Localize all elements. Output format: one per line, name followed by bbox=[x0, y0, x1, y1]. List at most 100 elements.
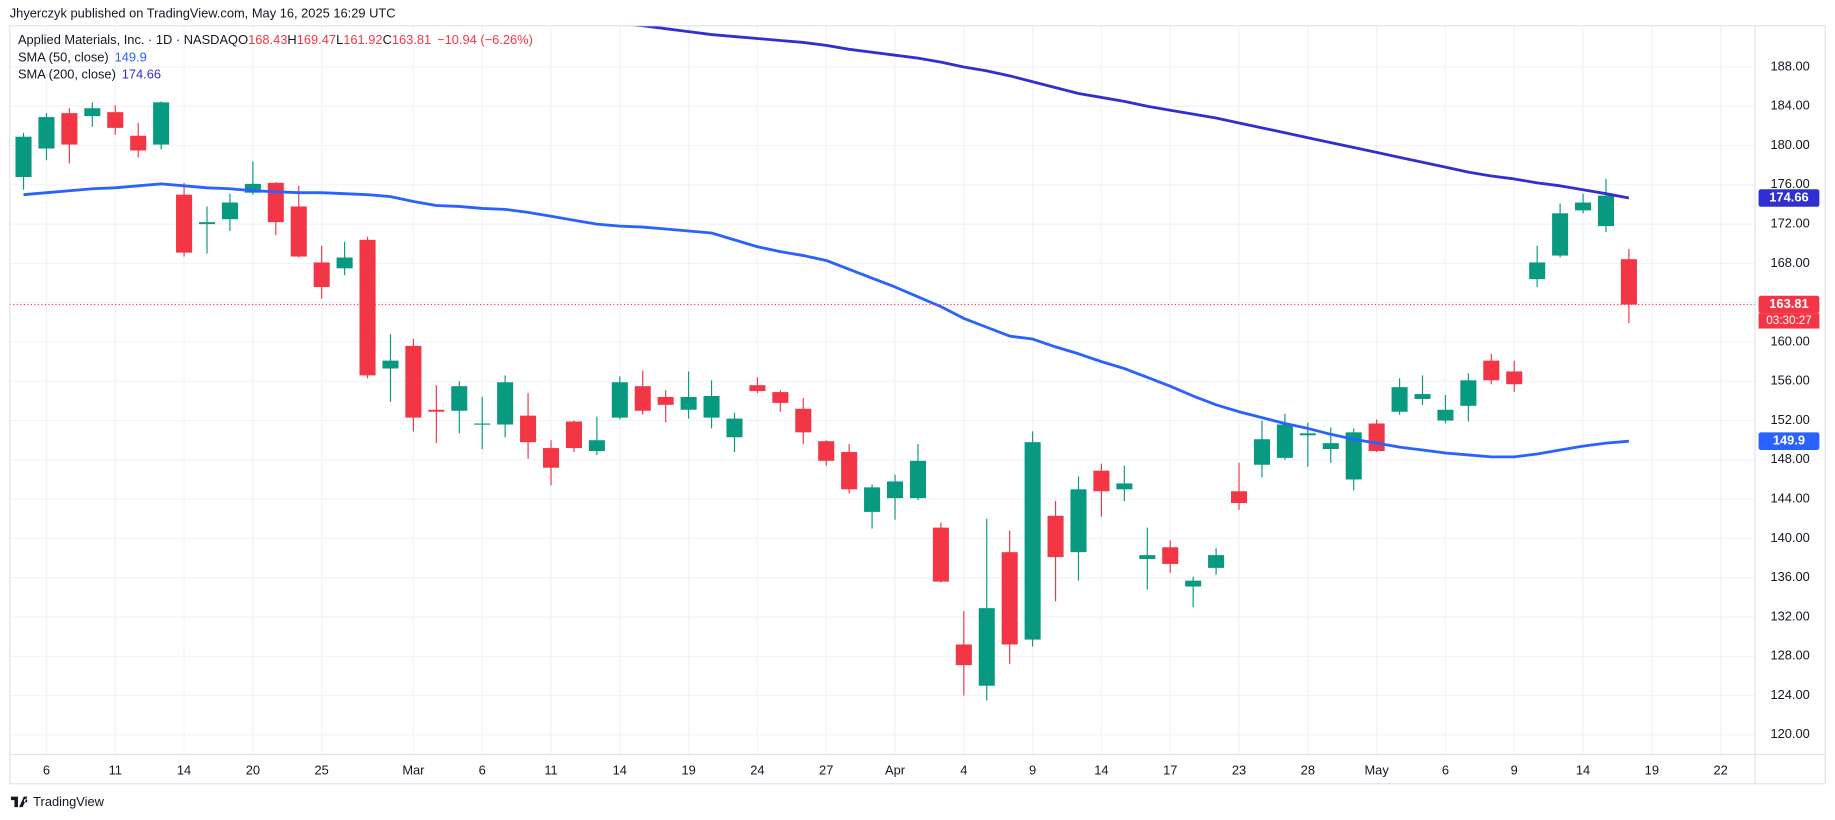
candle-body bbox=[1276, 424, 1293, 458]
y-tick-label: 128.00 bbox=[1770, 648, 1809, 663]
legend-name: SMA (50, close) bbox=[18, 50, 109, 65]
candle-body bbox=[38, 117, 55, 149]
candle-body bbox=[1483, 360, 1500, 381]
candle-body bbox=[176, 194, 193, 253]
x-tick-label: 9 bbox=[1511, 762, 1518, 777]
candle-body bbox=[1047, 515, 1064, 558]
candle-body bbox=[680, 396, 697, 410]
y-tick-label: 148.00 bbox=[1770, 451, 1809, 466]
x-tick-label: 6 bbox=[43, 762, 50, 777]
chart-title: Applied Materials, Inc. · 1D · NASDAQ bbox=[18, 32, 238, 47]
x-tick-label: 4 bbox=[960, 762, 967, 777]
legend-name: SMA (200, close) bbox=[18, 67, 116, 82]
grid bbox=[9, 25, 1756, 755]
y-tick-label: 184.00 bbox=[1770, 98, 1809, 113]
ohlc-value: 169.47 bbox=[297, 32, 336, 47]
candle-body bbox=[978, 608, 995, 686]
candle-body bbox=[451, 386, 468, 411]
legend-value: 174.66 bbox=[122, 67, 161, 82]
candle-body bbox=[130, 135, 147, 151]
y-tick-label: 180.00 bbox=[1770, 137, 1809, 152]
x-tick-label: Mar bbox=[402, 762, 425, 777]
candle-body bbox=[1093, 470, 1110, 492]
brand-name: TradingView bbox=[33, 794, 104, 809]
x-tick-label: 19 bbox=[1645, 762, 1659, 777]
candle-body bbox=[955, 644, 972, 666]
x-tick-label: 27 bbox=[819, 762, 833, 777]
published-note: Jhyerczyk published on TradingView.com, … bbox=[10, 5, 396, 20]
last-price-bg bbox=[1758, 295, 1820, 314]
y-tick-label: 168.00 bbox=[1770, 255, 1809, 270]
candle-body bbox=[15, 136, 32, 177]
brand-logo: TradingView bbox=[10, 794, 105, 809]
legend-ohlc: Applied Materials, Inc. · 1D · NASDAQO16… bbox=[18, 32, 533, 47]
candle-body bbox=[749, 385, 766, 392]
candle-body bbox=[382, 360, 399, 369]
ohlc-letter: C bbox=[383, 32, 392, 47]
y-tick-label: 136.00 bbox=[1770, 569, 1809, 584]
candle-body bbox=[703, 396, 720, 418]
sma-line bbox=[626, 25, 1630, 200]
countdown: 03:30:27 bbox=[1766, 314, 1812, 327]
logo-glyph bbox=[10, 796, 28, 808]
candle-body bbox=[611, 382, 628, 418]
y-tick-label: 160.00 bbox=[1770, 333, 1809, 348]
ohlc-letter: L bbox=[336, 32, 343, 47]
candle-body bbox=[1116, 483, 1133, 490]
candle-body bbox=[1597, 195, 1615, 227]
candle-body bbox=[588, 440, 605, 452]
legend-entry: SMA (200, close) 174.66 bbox=[18, 67, 161, 82]
sma-last-value: 149.9 bbox=[1773, 433, 1805, 448]
candle-body bbox=[336, 257, 353, 269]
candle-body bbox=[1575, 202, 1592, 211]
candle-body bbox=[657, 396, 674, 405]
candle-body bbox=[1529, 262, 1546, 280]
candle-body bbox=[428, 409, 445, 412]
candle-body bbox=[1460, 380, 1477, 406]
ohlc-value: 168.43 bbox=[248, 32, 287, 47]
candle-body bbox=[932, 527, 949, 582]
x-tick-label: 9 bbox=[1029, 762, 1036, 777]
change: −10.94 (−6.26%) bbox=[437, 32, 533, 47]
candle-body bbox=[1414, 394, 1431, 399]
candle-body bbox=[520, 415, 537, 443]
candle-body bbox=[1070, 489, 1087, 553]
candle-body bbox=[84, 108, 101, 117]
last-price: 163.81 bbox=[1769, 296, 1808, 311]
candle-body bbox=[726, 418, 743, 438]
x-tick-label: 14 bbox=[613, 762, 627, 777]
sma-last-value-bg bbox=[1758, 432, 1820, 450]
legend-entry: SMA (50, close) 149.9 bbox=[18, 50, 147, 65]
candle-body bbox=[1253, 439, 1270, 465]
x-tick-label: 6 bbox=[479, 762, 486, 777]
sma-last-value: 174.66 bbox=[1769, 189, 1808, 204]
candle-body bbox=[1231, 491, 1248, 504]
x-tick-label: 17 bbox=[1163, 762, 1177, 777]
candle-body bbox=[1162, 547, 1179, 564]
candle-body bbox=[1391, 387, 1408, 412]
candle-body bbox=[1345, 432, 1362, 480]
y-tick-label: 176.00 bbox=[1770, 176, 1809, 191]
candle-body bbox=[1437, 409, 1454, 421]
ohlc-letter: O bbox=[238, 32, 248, 47]
y-tick-label: 144.00 bbox=[1770, 491, 1809, 506]
x-tick-label: 28 bbox=[1301, 762, 1315, 777]
x-tick-label: May bbox=[1364, 762, 1389, 777]
candle-body bbox=[153, 102, 170, 145]
candle-body bbox=[313, 262, 330, 287]
candle-body bbox=[107, 112, 124, 128]
y-tick-label: 156.00 bbox=[1770, 373, 1809, 388]
ohlc-value: 161.92 bbox=[343, 32, 382, 47]
axes: 120.00 124.00 128.00 132.00 136.00 140.00 144.… bbox=[43, 58, 1820, 777]
candle-body bbox=[864, 487, 881, 512]
ohlc-value: 163.81 bbox=[392, 32, 431, 47]
y-tick-label: 140.00 bbox=[1770, 530, 1809, 545]
y-tick-label: 132.00 bbox=[1770, 608, 1809, 623]
candle-body bbox=[221, 202, 238, 220]
x-tick-label: Apr bbox=[885, 762, 906, 777]
x-tick-label: 14 bbox=[1094, 762, 1108, 777]
x-tick-label: 14 bbox=[1576, 762, 1590, 777]
x-tick-label: 11 bbox=[544, 762, 557, 777]
candle-body bbox=[405, 345, 422, 418]
